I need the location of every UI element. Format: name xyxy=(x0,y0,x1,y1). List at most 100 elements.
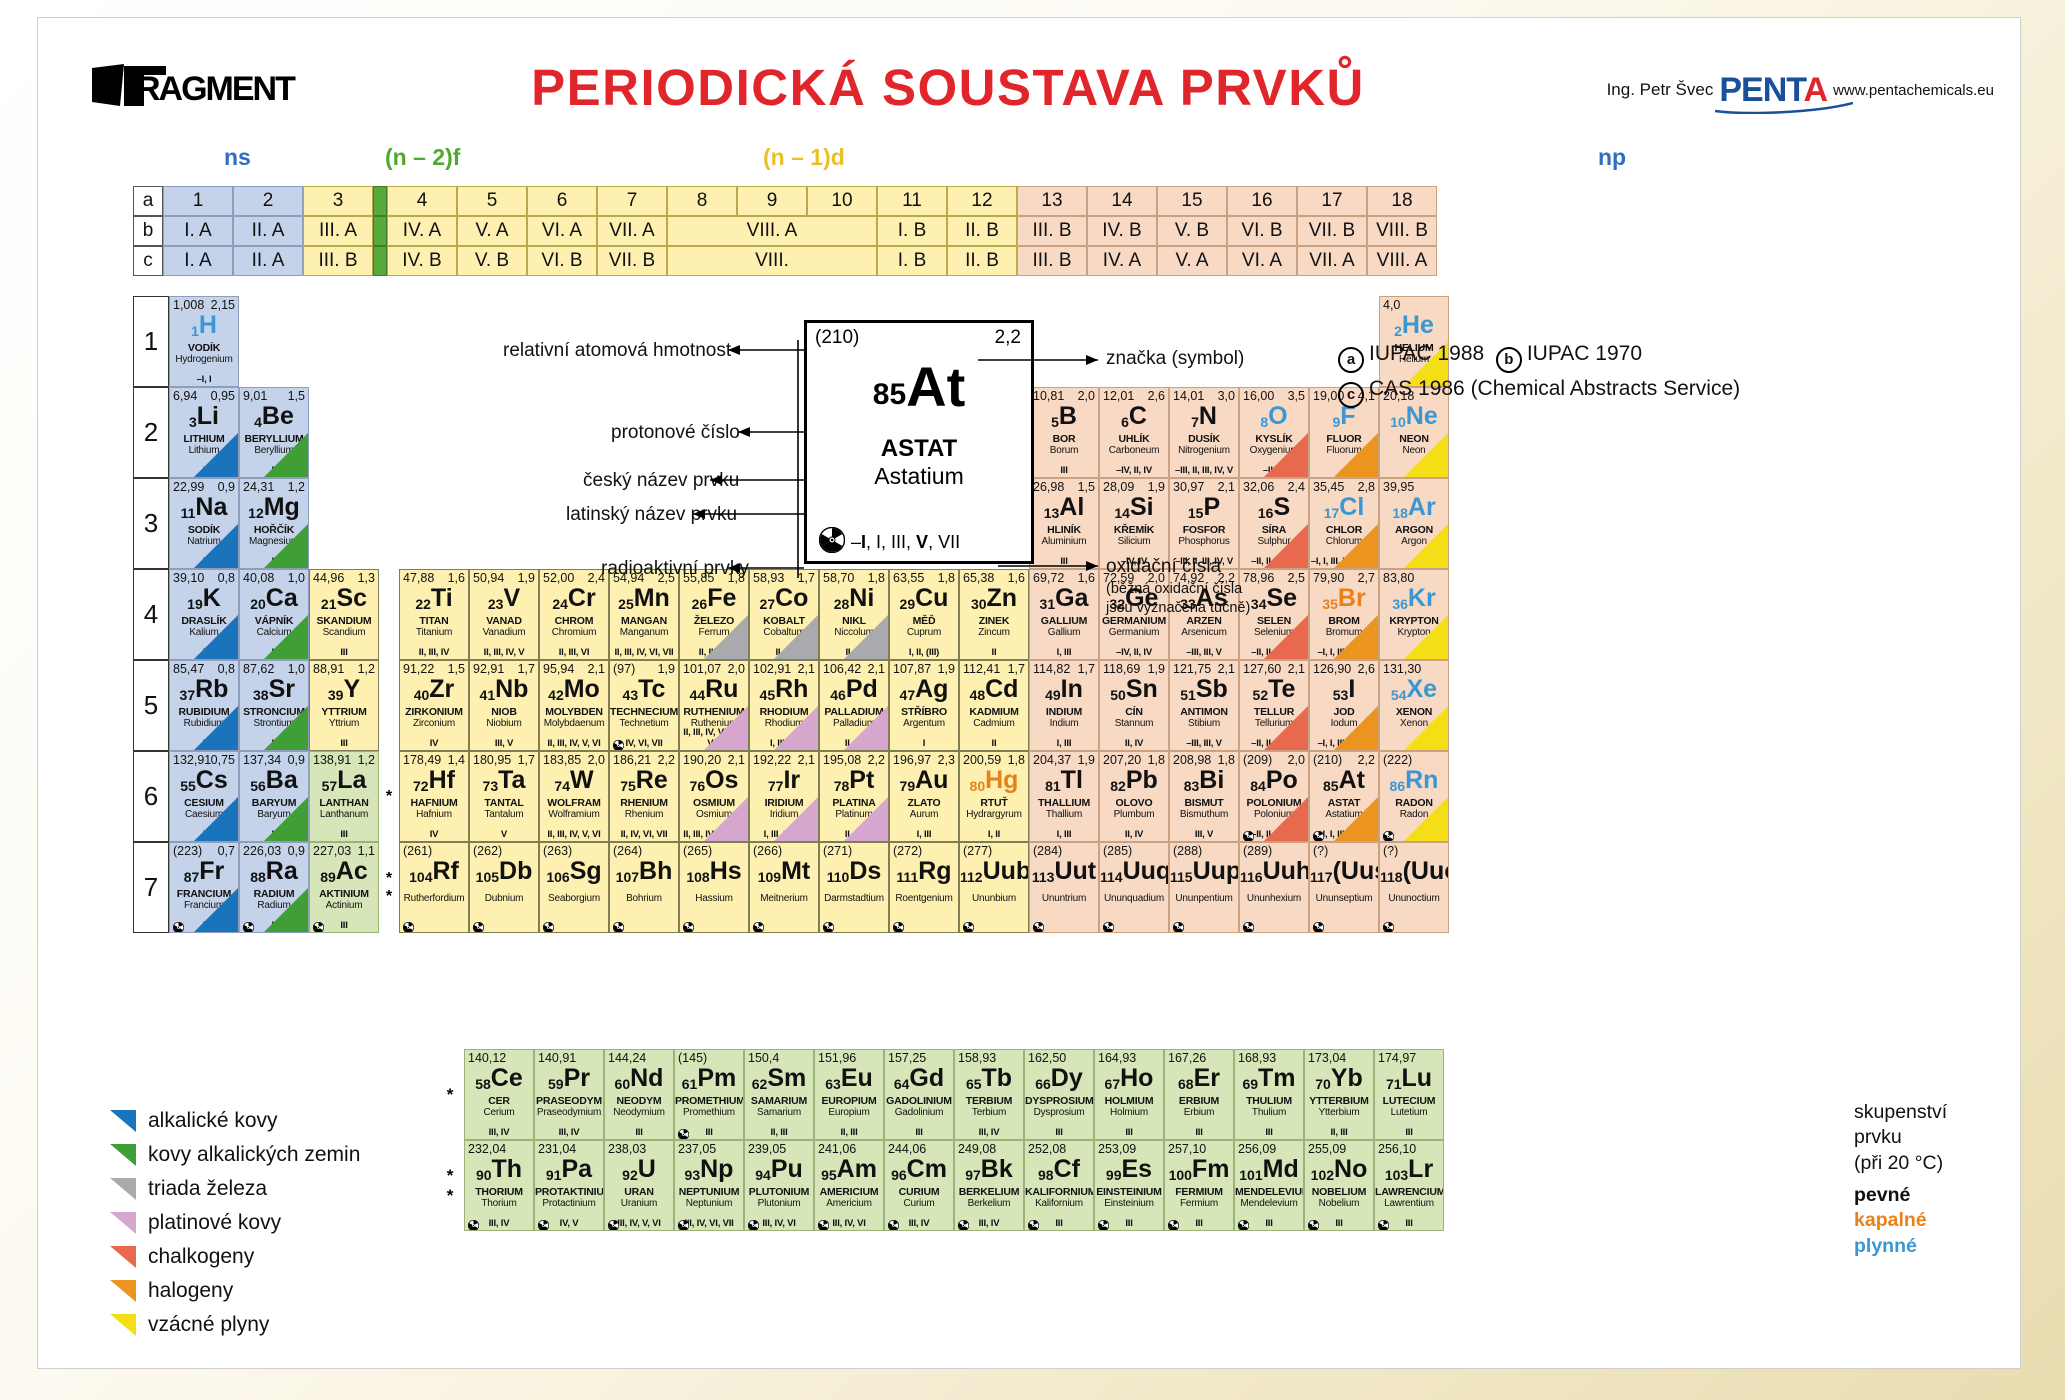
element-cell-Os[interactable]: 190,20 2,1 76Os OSMIUM Osmium II, III, IV, VI… xyxy=(679,751,749,842)
element-cell-As[interactable]: 74,92 2,2 33As ARZEN Arsenicum –III, III, V xyxy=(1169,569,1239,660)
element-cell-C[interactable]: 12,01 2,6 6C UHLÍK Carboneum –IV, II, IV xyxy=(1099,387,1169,478)
element-cell-K[interactable]: 39,10 0,8 19K DRASLÍK Kalium I xyxy=(169,569,239,660)
element-cell-Th[interactable]: 232,04 90Th THORIUM Thorium III, IV xyxy=(464,1140,534,1231)
element-cell-Tb[interactable]: 158,93 65Tb TERBIUM Terbium III, IV xyxy=(954,1049,1024,1140)
element-cell-Li[interactable]: 6,94 0,95 3Li LITHIUM Lithium I xyxy=(169,387,239,478)
element-cell-Uut[interactable]: (284) 113Uut Ununtrium xyxy=(1029,842,1099,933)
element-cell-N[interactable]: 14,01 3,0 7N DUSÍK Nitrogenium –III, II, III,… xyxy=(1169,387,1239,478)
element-cell-Te[interactable]: 127,60 2,1 52Te TELLUR Tellurium –II, II, IV,… xyxy=(1239,660,1309,751)
element-cell-Uus[interactable]: (?)117(Uus) Ununseptium xyxy=(1309,842,1379,933)
element-cell-H[interactable]: 1,008 2,15 1H VODÍK Hydrogenium –I, I xyxy=(169,296,239,387)
element-cell-Uuo[interactable]: (?)118(Uuo) Ununoctium xyxy=(1379,842,1449,933)
element-cell-Gd[interactable]: 157,25 64Gd GADOLINIUM Gadolinium III xyxy=(884,1049,954,1140)
element-cell-At[interactable]: (210) 2,2 85At ASTAT Astatium –I, I, III, V, … xyxy=(1309,751,1379,842)
element-cell-Se[interactable]: 78,96 2,5 34Se SELEN Selenium –II, II, IV, VI xyxy=(1239,569,1309,660)
element-cell-Pu[interactable]: 239,05 94Pu PLUTONIUM Plutonium III, IV, VI xyxy=(744,1140,814,1231)
element-cell-Xe[interactable]: 131,30 54Xe XENON Xenon xyxy=(1379,660,1449,751)
element-cell-Cm[interactable]: 244,06 96Cm CURIUM Curium III, IV xyxy=(884,1140,954,1231)
element-cell-Fr[interactable]: (223) 0,7 87Fr FRANCIUM Francium I xyxy=(169,842,239,933)
element-cell-Ac[interactable]: 227,03 1,1 89Ac AKTINIUM Actinium III xyxy=(309,842,379,933)
element-cell-Cf[interactable]: 252,08 98Cf KALIFORNIUM Kalifornium III xyxy=(1024,1140,1094,1231)
element-cell-Cd[interactable]: 112,41 1,7 48Cd KADMIUM Cadmium II xyxy=(959,660,1029,751)
element-cell-Na[interactable]: 22,99 0,9 11Na SODÍK Natrium I xyxy=(169,478,239,569)
element-cell-Lr[interactable]: 256,10 103Lr LAWRENCIUM Lawrentium III xyxy=(1374,1140,1444,1231)
element-cell-Uuq[interactable]: (285) 114Uuq Ununquadium xyxy=(1099,842,1169,933)
element-cell-Zr[interactable]: 91,22 1,5 40Zr ZIRKONIUM Zirconium IV xyxy=(399,660,469,751)
element-cell-Sm[interactable]: 150,4 62Sm SAMARIUM Samarium II, III xyxy=(744,1049,814,1140)
element-cell-B[interactable]: 10,81 2,0 5B BOR Borum III xyxy=(1029,387,1099,478)
element-cell-Bi[interactable]: 208,98 1,8 83Bi BISMUT Bismuthum III, V xyxy=(1169,751,1239,842)
element-cell-Pb[interactable]: 207,20 1,8 82Pb OLOVO Plumbum II, IV xyxy=(1099,751,1169,842)
element-cell-W[interactable]: 183,85 2,0 74W WOLFRAM Wolframium II, III, IV… xyxy=(539,751,609,842)
element-cell-Mt[interactable]: (266) 109Mt Meitnerium xyxy=(749,842,819,933)
element-cell-Ds[interactable]: (271) 110Ds Darmstadtium xyxy=(819,842,889,933)
element-cell-Sg[interactable]: (263) 106Sg Seaborgium xyxy=(539,842,609,933)
element-cell-Ni[interactable]: 58,70 1,8 28Ni NIKL Niccolum II, III xyxy=(819,569,889,660)
element-cell-Rg[interactable]: (272) 111Rg Roentgenium xyxy=(889,842,959,933)
element-cell-Uuh[interactable]: (289) 116Uuh Ununhexium xyxy=(1239,842,1309,933)
element-cell-Ce[interactable]: 140,12 58Ce CER Cerium III, IV xyxy=(464,1049,534,1140)
element-cell-Ca[interactable]: 40,08 1,0 20Ca VÁPNÍK Calcium II xyxy=(239,569,309,660)
element-cell-No[interactable]: 255,09 102No NOBELIUM Nobelium III xyxy=(1304,1140,1374,1231)
element-cell-Nd[interactable]: 144,24 60Nd NEODYM Neodymium III xyxy=(604,1049,674,1140)
element-cell-Sr[interactable]: 87,62 1,0 38Sr STRONCIUM Strontium II xyxy=(239,660,309,751)
element-cell-Po[interactable]: (209) 2,0 84Po POLONIUM Polonium –II, II, IV,… xyxy=(1239,751,1309,842)
element-cell-Zn[interactable]: 65,38 1,6 30Zn ZINEK Zincum II xyxy=(959,569,1029,660)
element-cell-Np[interactable]: 237,05 93Np NEPTUNIUM Neptunium III, IV, VI,… xyxy=(674,1140,744,1231)
element-cell-Ga[interactable]: 69,72 1,6 31Ga GALLIUM Gallium I, III xyxy=(1029,569,1099,660)
element-cell-Y[interactable]: 88,91 1,2 39Y YTTRIUM Yttrium III xyxy=(309,660,379,751)
element-cell-Ar[interactable]: 39,95 18Ar ARGON Argon xyxy=(1379,478,1449,569)
element-cell-Ho[interactable]: 164,93 67Ho HOLMIUM Holmium III xyxy=(1094,1049,1164,1140)
element-cell-P[interactable]: 30,97 2,1 15P FOSFOR Phosphorus –III, II, III… xyxy=(1169,478,1239,569)
element-cell-Pt[interactable]: 195,08 2,2 78Pt PLATINA Platinum II, IV xyxy=(819,751,889,842)
element-cell-Si[interactable]: 28,09 1,9 14Si KŘEMÍK Silicium –IV, IV xyxy=(1099,478,1169,569)
element-cell-Al[interactable]: 26,98 1,5 13Al HLINÍK Aluminium III xyxy=(1029,478,1099,569)
element-cell-Yb[interactable]: 173,04 70Yb YTTERBIUM Ytterbium II, III xyxy=(1304,1049,1374,1140)
element-cell-Ir[interactable]: 192,22 2,1 77Ir IRIDIUM Iridium I, III, IV, V… xyxy=(749,751,819,842)
element-cell-V[interactable]: 50,94 1,9 23V VANAD Vanadium II, III, IV, V xyxy=(469,569,539,660)
element-cell-Pr[interactable]: 140,91 59Pr PRASEODYM Praseodymium III, IV xyxy=(534,1049,604,1140)
element-cell-La[interactable]: 138,91 1,2 57La LANTHAN Lanthanum III xyxy=(309,751,379,842)
element-cell-Uub[interactable]: (277) 112Uub Ununbium xyxy=(959,842,1029,933)
element-cell-Fm[interactable]: 257,10 100Fm FERMIUM Fermium III xyxy=(1164,1140,1234,1231)
element-cell-Ba[interactable]: 137,34 0,9 56Ba BARYUM Baryum II xyxy=(239,751,309,842)
element-cell-U[interactable]: 238,03 92U URAN Uranium III, IV, V, VI xyxy=(604,1140,674,1231)
element-cell-He[interactable]: 4,0 2He HELIUM Helium xyxy=(1379,296,1449,387)
element-cell-Cr[interactable]: 52,00 2,4 24Cr CHROM Chromium II, III, VI xyxy=(539,569,609,660)
element-cell-Au[interactable]: 196,97 2,3 79Au ZLATO Aurum I, III xyxy=(889,751,959,842)
element-cell-Es[interactable]: 253,09 99Es EINSTEINIUM Einsteinium III xyxy=(1094,1140,1164,1231)
element-cell-Mn[interactable]: 54,94 2,5 25Mn MANGAN Manganum II, III, IV, V… xyxy=(609,569,679,660)
element-cell-Nb[interactable]: 92,91 1,7 41Nb NIOB Niobium III, V xyxy=(469,660,539,751)
element-cell-Bh[interactable]: (264) 107Bh Bohrium xyxy=(609,842,679,933)
element-cell-Cs[interactable]: 132,91 0,75 55Cs CESIUM Caesium I xyxy=(169,751,239,842)
element-cell-Dy[interactable]: 162,50 66Dy DYSPROSIUM Dysprosium III xyxy=(1024,1049,1094,1140)
element-cell-S[interactable]: 32,06 2,4 16S SÍRA Sulphur –II, II, IV, VI xyxy=(1239,478,1309,569)
element-cell-Hg[interactable]: 200,59 1,8 80Hg RTUŤ Hydrargyrum I, II xyxy=(959,751,1029,842)
element-cell-Pm[interactable]: (145) 61Pm PROMETHIUM Promethium III xyxy=(674,1049,744,1140)
element-cell-Rn[interactable]: (222) 86Rn RADON Radon xyxy=(1379,751,1449,842)
element-cell-Fe[interactable]: 55,85 1,8 26Fe ŽELEZO Ferrum II, III, VI xyxy=(679,569,749,660)
element-cell-In[interactable]: 114,82 1,7 49In INDIUM Indium I, III xyxy=(1029,660,1099,751)
element-cell-Er[interactable]: 167,26 68Er ERBIUM Erbium III xyxy=(1164,1049,1234,1140)
element-cell-Db[interactable]: (262) 105Db Dubnium xyxy=(469,842,539,933)
element-cell-Hs[interactable]: (265) 108Hs Hassium xyxy=(679,842,749,933)
element-cell-Re[interactable]: 186,21 2,2 75Re RHENIUM Rhenium II, IV, VI, V… xyxy=(609,751,679,842)
element-cell-Hf[interactable]: 178,49 1,4 72Hf HAFNIUM Hafnium IV xyxy=(399,751,469,842)
element-cell-O[interactable]: 16,00 3,5 8O KYSLÍK Oxygenium –II, –I xyxy=(1239,387,1309,478)
element-cell-Uup[interactable]: (288) 115Uup Ununpentium xyxy=(1169,842,1239,933)
element-cell-Ra[interactable]: 226,03 0,9 88Ra RADIUM Radium II xyxy=(239,842,309,933)
element-cell-Rf[interactable]: (261) 104Rf Rutherfordium xyxy=(399,842,469,933)
element-cell-Cl[interactable]: 35,45 2,8 17Cl CHLOR Chlorum –I, I, III, V, V… xyxy=(1309,478,1379,569)
element-cell-I[interactable]: 126,90 2,6 53I JOD Iodum –I, I, III, V, VII xyxy=(1309,660,1379,751)
element-cell-Pd[interactable]: 106,42 2,1 46Pd PALLADIUM Palladium II, IV xyxy=(819,660,889,751)
element-cell-Sn[interactable]: 118,69 1,9 50Sn CÍN Stannum II, IV xyxy=(1099,660,1169,751)
element-cell-Ti[interactable]: 47,88 1,6 22Ti TITAN Titanium II, III, IV xyxy=(399,569,469,660)
element-cell-Bk[interactable]: 249,08 97Bk BERKELIUM Berkelium III, IV xyxy=(954,1140,1024,1231)
element-cell-Lu[interactable]: 174,97 71Lu LUTECIUM Lutetium III xyxy=(1374,1049,1444,1140)
element-cell-Ge[interactable]: 72,59 2,0 32Ge GERMANIUM Germanium –IV, II, I… xyxy=(1099,569,1169,660)
element-cell-Ne[interactable]: 20,18 10Ne NEON Neon xyxy=(1379,387,1449,478)
element-cell-Be[interactable]: 9,01 1,5 4Be BERYLLIUM Beryllium II xyxy=(239,387,309,478)
element-cell-Eu[interactable]: 151,96 63Eu EUROPIUM Europium II, III xyxy=(814,1049,884,1140)
element-cell-Am[interactable]: 241,06 95Am AMERICIUM Americium III, IV, VI xyxy=(814,1140,884,1231)
